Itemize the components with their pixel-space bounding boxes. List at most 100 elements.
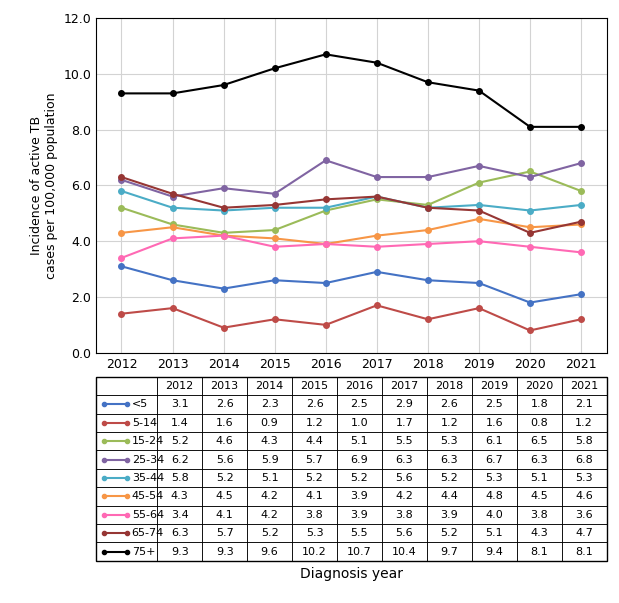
Text: 4.6: 4.6 bbox=[216, 436, 233, 446]
Bar bbox=[427, 396, 472, 414]
Bar bbox=[292, 543, 337, 561]
Line: <5: <5 bbox=[119, 264, 584, 305]
Bar bbox=[202, 377, 247, 396]
Bar bbox=[96, 487, 157, 505]
5-14 bbox=[424, 316, 431, 323]
Bar bbox=[96, 414, 157, 432]
Bar bbox=[427, 505, 472, 524]
Text: 5.8: 5.8 bbox=[575, 436, 593, 446]
75+ bbox=[322, 51, 329, 58]
Bar bbox=[337, 487, 382, 505]
25-34 bbox=[322, 157, 329, 164]
<5 bbox=[424, 277, 431, 284]
45-54 bbox=[271, 235, 279, 242]
Text: 2.5: 2.5 bbox=[485, 399, 503, 409]
Text: 4.3: 4.3 bbox=[261, 436, 279, 446]
Bar bbox=[202, 487, 247, 505]
45-54 bbox=[220, 232, 227, 239]
Text: 6.3: 6.3 bbox=[530, 455, 548, 465]
65-74 bbox=[526, 229, 534, 236]
Bar bbox=[202, 469, 247, 487]
Bar bbox=[472, 414, 517, 432]
Text: 5.7: 5.7 bbox=[216, 528, 233, 538]
75+ bbox=[424, 78, 431, 86]
Bar bbox=[517, 469, 561, 487]
65-74 bbox=[169, 190, 176, 197]
25-34 bbox=[526, 174, 534, 181]
<5 bbox=[220, 285, 227, 292]
Bar bbox=[472, 543, 517, 561]
Text: 0.8: 0.8 bbox=[530, 418, 548, 428]
Bar bbox=[427, 469, 472, 487]
Text: 15-24: 15-24 bbox=[132, 436, 164, 446]
75+ bbox=[271, 65, 279, 72]
Bar bbox=[517, 432, 561, 450]
5-14 bbox=[526, 327, 534, 334]
Text: 1.6: 1.6 bbox=[216, 418, 233, 428]
75+ bbox=[220, 81, 227, 89]
Bar bbox=[427, 377, 472, 396]
Text: 65-74: 65-74 bbox=[132, 528, 164, 538]
Text: 2.1: 2.1 bbox=[575, 399, 593, 409]
Bar bbox=[561, 414, 607, 432]
35-44 bbox=[118, 188, 125, 195]
Text: 2016: 2016 bbox=[345, 381, 373, 391]
Text: 5.3: 5.3 bbox=[575, 473, 593, 483]
45-54 bbox=[118, 229, 125, 236]
Text: 5.3: 5.3 bbox=[485, 473, 503, 483]
Bar bbox=[202, 396, 247, 414]
Bar bbox=[292, 377, 337, 396]
15-24 bbox=[118, 204, 125, 212]
65-74 bbox=[118, 174, 125, 181]
75+ bbox=[169, 90, 176, 97]
Line: 5-14: 5-14 bbox=[119, 303, 584, 333]
Text: 5.6: 5.6 bbox=[216, 455, 233, 465]
Line: 75+: 75+ bbox=[119, 52, 584, 130]
Text: 4.5: 4.5 bbox=[216, 491, 233, 502]
55-64 bbox=[373, 243, 381, 250]
Text: 6.3: 6.3 bbox=[171, 528, 189, 538]
75+ bbox=[526, 123, 534, 130]
Bar bbox=[157, 469, 202, 487]
Bar bbox=[292, 505, 337, 524]
Text: 2014: 2014 bbox=[256, 381, 284, 391]
Text: 6.1: 6.1 bbox=[485, 436, 503, 446]
35-44 bbox=[322, 204, 329, 212]
Text: 1.8: 1.8 bbox=[530, 399, 548, 409]
15-24 bbox=[322, 207, 329, 214]
Bar bbox=[561, 524, 607, 543]
Bar bbox=[96, 505, 157, 524]
Bar bbox=[427, 450, 472, 469]
25-34 bbox=[424, 174, 431, 181]
75+ bbox=[118, 90, 125, 97]
Text: 6.3: 6.3 bbox=[441, 455, 458, 465]
Bar bbox=[561, 469, 607, 487]
Bar bbox=[472, 450, 517, 469]
Bar bbox=[472, 487, 517, 505]
Text: 3.9: 3.9 bbox=[350, 491, 368, 502]
Text: 4.3: 4.3 bbox=[530, 528, 548, 538]
Text: 1.2: 1.2 bbox=[441, 418, 458, 428]
Bar bbox=[337, 396, 382, 414]
Bar bbox=[382, 377, 427, 396]
Bar bbox=[472, 432, 517, 450]
Text: 1.7: 1.7 bbox=[396, 418, 413, 428]
Bar bbox=[247, 432, 292, 450]
Bar bbox=[517, 543, 561, 561]
Text: 4.2: 4.2 bbox=[396, 491, 413, 502]
Text: 55-64: 55-64 bbox=[132, 510, 164, 520]
55-64 bbox=[475, 238, 483, 245]
Bar bbox=[517, 524, 561, 543]
Text: 4.7: 4.7 bbox=[575, 528, 593, 538]
Bar bbox=[247, 469, 292, 487]
Bar bbox=[157, 487, 202, 505]
Bar bbox=[382, 524, 427, 543]
65-74 bbox=[578, 218, 585, 226]
Text: 5.8: 5.8 bbox=[171, 473, 189, 483]
Line: 55-64: 55-64 bbox=[119, 233, 584, 260]
Text: 5.6: 5.6 bbox=[396, 528, 413, 538]
Text: 4.5: 4.5 bbox=[530, 491, 548, 502]
5-14 bbox=[220, 324, 227, 331]
25-34 bbox=[578, 160, 585, 167]
Text: 45-54: 45-54 bbox=[132, 491, 164, 502]
